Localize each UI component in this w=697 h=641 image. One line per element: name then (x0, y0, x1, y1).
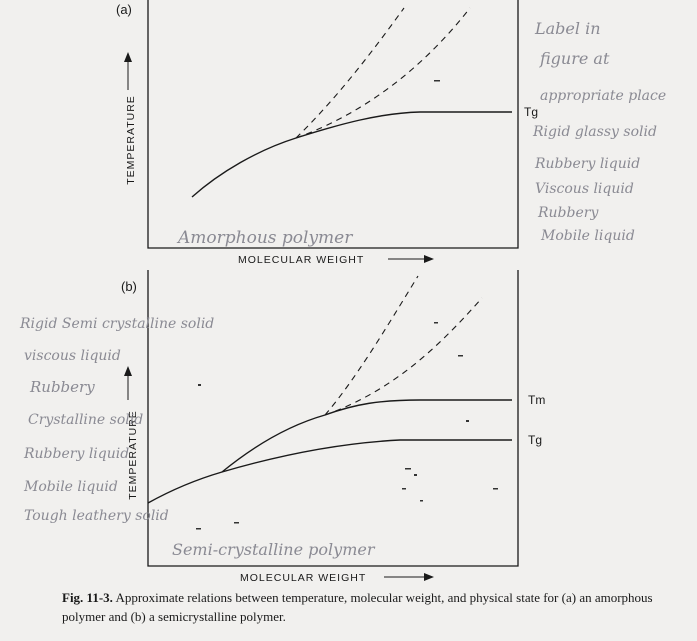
panel-b-tag: (b) (121, 279, 137, 294)
panel-b-handwritten-title: Semi-crystalline polymer (172, 540, 376, 559)
hand-note-a5: Viscous liquid (535, 181, 634, 197)
caption-fig-number: Fig. 11-3. (62, 590, 113, 605)
panel-b-x-arrowhead (424, 573, 434, 581)
hand-note-b0: Rigid Semi crystalline solid (19, 316, 214, 332)
hand-note-b3: Crystalline solid (28, 412, 143, 428)
panel-a-dashed-lower (295, 7, 471, 139)
panel-b-dashed-lower (324, 297, 483, 416)
speck (493, 488, 498, 490)
panel-b-frame (147, 270, 519, 567)
hand-note-b2: Rubbery (29, 378, 95, 396)
speck (458, 355, 463, 357)
speck (405, 468, 411, 470)
hand-note-a0: Label in (534, 19, 601, 38)
hand-note-b5: Mobile liquid (23, 479, 118, 495)
speck (414, 474, 417, 476)
panel-b-x-label: MOLECULAR WEIGHT (240, 572, 366, 584)
panel-a-dashed-upper (295, 7, 405, 139)
panel-b-y-label: TEMPERATURE (127, 410, 139, 500)
speck (434, 322, 438, 324)
hand-note-a7: Mobile liquid (540, 228, 635, 244)
speck (466, 420, 469, 422)
speck (198, 384, 201, 386)
hand-note-a4: Rubbery liquid (534, 156, 640, 172)
panel-b-y-arrowhead (124, 366, 132, 376)
panel-a-tag: (a) (116, 2, 132, 17)
panel-a-tg-label: Tg (524, 105, 538, 119)
panel-b-tg-label: Tg (528, 433, 542, 447)
speck (420, 500, 423, 502)
panel-a-y-label: TEMPERATURE (125, 95, 137, 185)
speck (402, 488, 406, 490)
panel-a-x-label: MOLECULAR WEIGHT (238, 254, 364, 266)
hand-note-a1: figure at (539, 49, 610, 68)
panel-b-tm-curve (221, 399, 512, 473)
hand-note-a2: appropriate place (540, 88, 666, 104)
speck (196, 528, 201, 530)
hand-note-a3: Rigid glassy solid (532, 124, 657, 140)
panel-b-handwritten-notes: Rigid Semi crystalline solid viscous liq… (19, 316, 214, 524)
panel-a-y-arrowhead (124, 52, 132, 62)
hand-note-b6: Tough leathery solid (24, 508, 169, 524)
panel-b-tm-label: Tm (528, 393, 545, 407)
caption-text: Approximate relations between temperatur… (62, 590, 653, 624)
speck (234, 522, 239, 524)
panel-a-x-arrowhead (424, 255, 434, 263)
speck (434, 80, 440, 82)
panel-a-handwritten-notes: Label in figure at appropriate place Rig… (532, 19, 666, 244)
panel-a-handwritten-title: Amorphous polymer (176, 228, 353, 248)
panel-a-frame (147, 0, 519, 249)
panel-b: (b) TEMPERATURE MOLECULAR WEIGHT Tm Tg S… (19, 270, 545, 584)
figure-caption: Fig. 11-3. Approximate relations between… (62, 588, 682, 626)
panel-a-tg-curve (191, 111, 512, 198)
panel-a: (a) TEMPERATURE MOLECULAR WEIGHT Tg Amor… (116, 0, 666, 266)
panel-b-dashed-upper (324, 275, 419, 416)
hand-note-b1: viscous liquid (24, 348, 121, 364)
hand-note-b4: Rubbery liquid (23, 446, 129, 462)
hand-note-a6: Rubbery (537, 205, 599, 221)
panel-b-tg-curve (147, 439, 512, 504)
